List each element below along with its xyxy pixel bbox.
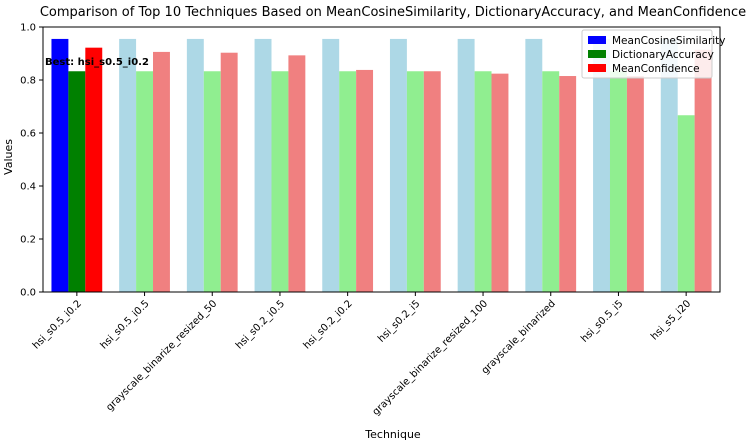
legend-label-meancosinesimilarity: MeanCosineSimilarity — [612, 35, 726, 47]
bar-dictionaryaccuracy-2 — [203, 71, 221, 292]
bar-dictionaryaccuracy-5 — [406, 71, 424, 292]
bar-meancosinesimilarity-2 — [186, 38, 204, 292]
bar-meanconfidence-4 — [356, 69, 374, 293]
legend-swatch-dictionaryaccuracy — [588, 50, 606, 58]
x-tick-label: hsi_s0.5_i0.5 — [99, 298, 152, 351]
bar-meancosinesimilarity-1 — [119, 38, 137, 292]
x-tick-label: hsi_s0.2_i0.2 — [302, 298, 355, 351]
x-axis-label: Technique — [364, 428, 421, 441]
plot-frame — [42, 26, 721, 293]
bar-meanconfidence-2 — [220, 52, 238, 292]
y-tick-label: 0.6 — [20, 129, 36, 140]
bar-meanconfidence-7 — [559, 76, 577, 293]
legend-label-meanconfidence: MeanConfidence — [612, 63, 700, 75]
bar-meanconfidence-3 — [288, 55, 306, 293]
chart-title: Comparison of Top 10 Techniques Based on… — [40, 5, 746, 20]
bar-meanconfidence-9 — [694, 49, 712, 292]
x-tick-label: hsi_s0.5_i5 — [579, 298, 625, 344]
bar-meancosinesimilarity-3 — [254, 38, 272, 292]
bar-meanconfidence-6 — [491, 73, 509, 292]
legend-swatch-meancosinesimilarity — [588, 36, 606, 44]
bar-dictionaryaccuracy-6 — [474, 71, 492, 292]
bar-meancosinesimilarity-4 — [322, 38, 340, 292]
y-tick-label: 0.8 — [20, 76, 36, 87]
bar-dictionaryaccuracy-0 — [68, 71, 86, 292]
bar-meancosinesimilarity-6 — [457, 38, 475, 292]
bar-dictionaryaccuracy-7 — [542, 71, 560, 292]
bar-meanconfidence-1 — [153, 51, 170, 292]
x-tick-label: grayscale_binarized — [480, 298, 558, 376]
y-tick-label: 0.0 — [20, 288, 36, 299]
bar-meancosinesimilarity-5 — [389, 38, 407, 292]
y-tick-label: 1.0 — [20, 23, 36, 34]
bar-meanconfidence-8 — [626, 76, 644, 293]
bar-meancosinesimilarity-0 — [51, 38, 69, 292]
bar-dictionaryaccuracy-8 — [609, 71, 627, 292]
y-tick-label: 0.2 — [20, 235, 36, 246]
x-tick-label: hsi_s5_i20 — [649, 298, 693, 342]
y-tick-label: 0.4 — [20, 182, 36, 193]
bar-dictionaryaccuracy-4 — [339, 71, 357, 292]
best-annotation: Best: hsi_s0.5_i0.2 — [45, 57, 149, 68]
x-tick-label: hsi_s0.2_i5 — [376, 298, 422, 344]
bar-meancosinesimilarity-8 — [593, 38, 610, 292]
x-tick-label: hsi_s0.5_i0.2 — [31, 298, 84, 351]
y-axis-label: Values — [2, 139, 15, 175]
bar-dictionaryaccuracy-9 — [677, 115, 695, 293]
bar-meancosinesimilarity-7 — [525, 38, 543, 292]
legend-swatch-meanconfidence — [588, 64, 606, 72]
legend-box — [581, 29, 713, 79]
x-tick-label: grayscale_binarize_resized_100 — [371, 298, 491, 418]
x-tick-label: grayscale_binarize_resized_50 — [104, 298, 219, 413]
bar-meanconfidence-5 — [423, 71, 441, 292]
bar-meancosinesimilarity-9 — [660, 38, 678, 292]
plot-area — [51, 38, 712, 293]
x-tick-label: hsi_s0.2_i0.5 — [234, 298, 287, 351]
bar-dictionaryaccuracy-1 — [136, 71, 154, 292]
bar-dictionaryaccuracy-3 — [271, 71, 289, 292]
bar-meanconfidence-0 — [85, 47, 103, 292]
legend: MeanCosineSimilarity DictionaryAccuracy Me… — [581, 29, 726, 79]
legend-label-dictionaryaccuracy: DictionaryAccuracy — [612, 49, 714, 61]
